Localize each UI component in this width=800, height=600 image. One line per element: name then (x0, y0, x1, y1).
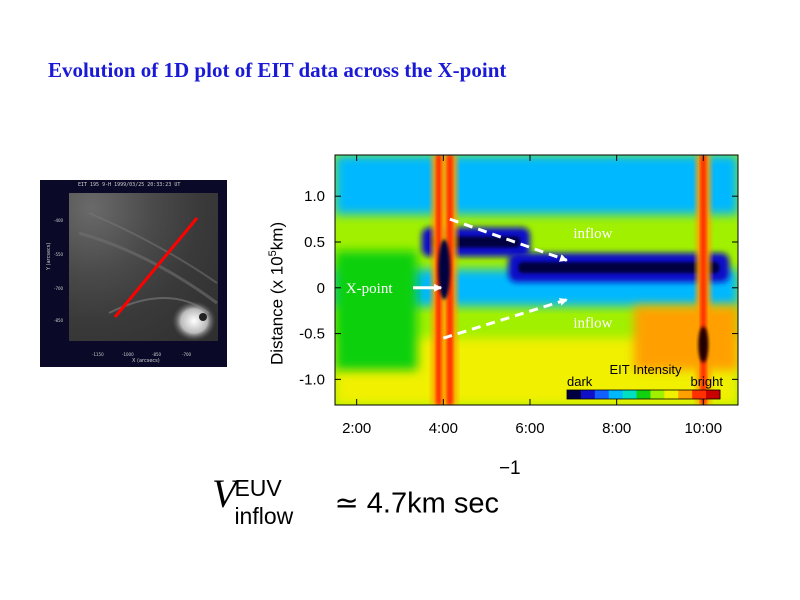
thumbnail-header: EIT 195 9-H 1999/03/25 20:33:23 UT (78, 182, 181, 188)
annotations: inflow X-point inflow (346, 217, 613, 340)
colorbar-high-label: bright (690, 374, 723, 389)
colorbar-frame (566, 389, 721, 400)
x-tick-label: 4:00 (429, 420, 458, 437)
formula-exponent: −1 (498, 458, 521, 479)
bright-column-core (446, 155, 453, 405)
annotation-label: X-point (346, 281, 393, 297)
thumbnail-y-tick: -700 (54, 286, 64, 291)
colorbar-swatch (580, 390, 596, 399)
eit-thumbnail-image: EIT 195 9-H 1999/03/25 20:33:23 UT Y (ar… (40, 180, 227, 367)
x-tick-label: 8:00 (602, 420, 631, 437)
colorbar-swatch (636, 390, 651, 399)
formula-rhs: ≃ 4.7km sec (334, 487, 499, 520)
thumbnail-y-tick: -400 (54, 218, 64, 223)
heatmap-field (335, 155, 738, 405)
xpoint-dark-core (438, 239, 451, 300)
colorbar: EIT Intensity dark bright (566, 362, 723, 400)
early-region (335, 251, 418, 371)
annotation-label: inflow (573, 316, 612, 332)
x-tick-label: 6:00 (515, 420, 544, 437)
bright-loop-region (172, 301, 216, 341)
thumbnail-x-label: X (arcsecs) (132, 358, 160, 364)
axis-ticks: 2:00 4:00 6:00 8:00 10:00 1.0 0.5 0 -0.5 -1.0 (299, 154, 739, 437)
y-tick-label: 1.0 (304, 188, 325, 205)
cut-line (113, 217, 199, 318)
colorbar-swatch (567, 390, 582, 399)
thumbnail-y-tick: -850 (54, 318, 64, 323)
x-tick-label: 2:00 (342, 420, 371, 437)
colorbar-swatch (706, 390, 721, 399)
late-bright-region (634, 306, 738, 371)
colorbar-swatch (650, 390, 665, 399)
y-tick-label: 0 (317, 280, 325, 297)
colorbar-swatch (664, 390, 679, 399)
bright-column-core (700, 155, 707, 405)
formula-v: V (212, 471, 237, 516)
inflow-velocity-formula: V EUV inflow ≃ 4.7km sec−1 (212, 458, 521, 533)
colorbar-swatch (678, 390, 693, 399)
colorbar-swatch (622, 390, 638, 399)
colorbar-swatch (608, 390, 624, 399)
y-tick-label: -1.0 (299, 371, 325, 388)
thumbnail-x-tick: -1000 (122, 352, 134, 357)
thumbnail-x-tick: -700 (182, 352, 192, 357)
colorbar-low-label: dark (567, 374, 593, 389)
x-tick-label: 10:00 (685, 420, 723, 437)
thumbnail-x-tick: -850 (152, 352, 162, 357)
y-tick-label: -0.5 (299, 326, 325, 343)
dark-band-core (518, 262, 720, 274)
thumbnail-y-tick: -550 (54, 252, 64, 257)
thumbnail-svg (78, 212, 218, 341)
formula-superscript: EUV (234, 474, 282, 501)
annotation-arrow (449, 217, 568, 262)
annotation-arrow (442, 297, 568, 340)
late-hot-spot (698, 326, 709, 363)
colorbar-title: EIT Intensity (609, 362, 682, 377)
annotation-label: inflow (573, 226, 612, 242)
page-title: Evolution of 1D plot of EIT data across … (48, 58, 507, 82)
eit-heatmap-chart: 2:00 4:00 6:00 8:00 10:00 1.0 0.5 0 -0.5 -1.0 inf… (299, 154, 739, 437)
upper-region (335, 155, 738, 215)
y-tick-label: 0.5 (304, 234, 325, 251)
colorbar-swatch (692, 390, 707, 399)
colorbar-swatch (594, 390, 610, 399)
formula-subscript: inflow (234, 502, 294, 529)
plot-frame (334, 154, 739, 406)
thumbnail-x-tick: -1150 (92, 352, 104, 357)
formula-scripts: EUV inflow (234, 473, 334, 533)
thumbnail-solar-image (69, 193, 218, 341)
